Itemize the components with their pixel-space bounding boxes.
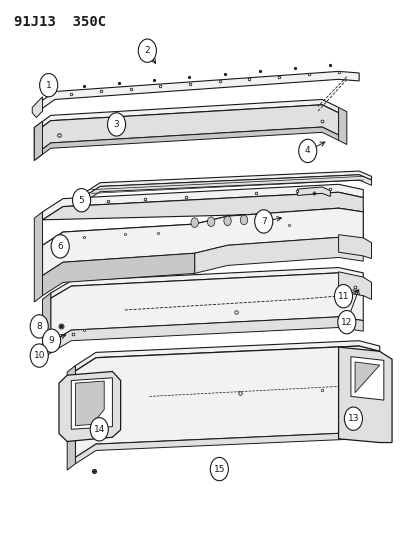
Circle shape — [43, 329, 60, 352]
Polygon shape — [59, 372, 120, 441]
Circle shape — [40, 74, 57, 97]
Circle shape — [72, 189, 90, 212]
Polygon shape — [34, 212, 43, 302]
Polygon shape — [51, 273, 362, 342]
Text: 91J13  350C: 91J13 350C — [14, 14, 106, 29]
Polygon shape — [43, 208, 362, 276]
Circle shape — [223, 216, 231, 225]
Circle shape — [207, 217, 214, 227]
Circle shape — [254, 210, 272, 233]
Circle shape — [334, 285, 352, 308]
Polygon shape — [43, 253, 194, 296]
Polygon shape — [75, 341, 379, 371]
Text: 5: 5 — [78, 196, 84, 205]
Polygon shape — [354, 362, 379, 393]
Circle shape — [107, 113, 125, 136]
Circle shape — [298, 139, 316, 163]
Text: 11: 11 — [337, 292, 349, 301]
Circle shape — [138, 39, 156, 62]
Polygon shape — [43, 184, 362, 220]
Circle shape — [240, 215, 247, 225]
Text: 1: 1 — [46, 80, 52, 90]
Polygon shape — [67, 366, 75, 470]
Polygon shape — [51, 317, 362, 353]
Polygon shape — [32, 97, 43, 117]
Text: 8: 8 — [36, 322, 42, 331]
Circle shape — [30, 315, 48, 338]
Polygon shape — [43, 293, 51, 359]
Polygon shape — [75, 432, 379, 464]
Text: 7: 7 — [260, 217, 266, 226]
Polygon shape — [83, 171, 370, 197]
Polygon shape — [194, 237, 362, 273]
Text: 2: 2 — [144, 46, 150, 55]
Circle shape — [210, 457, 228, 481]
Circle shape — [51, 235, 69, 258]
Polygon shape — [79, 192, 83, 203]
Polygon shape — [338, 108, 346, 144]
Text: 9: 9 — [49, 336, 54, 345]
Circle shape — [90, 418, 108, 441]
Circle shape — [337, 311, 355, 334]
Polygon shape — [75, 346, 379, 457]
Polygon shape — [34, 100, 338, 133]
Circle shape — [344, 407, 361, 430]
Polygon shape — [34, 121, 43, 160]
Polygon shape — [38, 71, 358, 111]
Text: 15: 15 — [213, 465, 225, 473]
Text: 4: 4 — [304, 147, 310, 156]
Polygon shape — [350, 357, 383, 400]
Polygon shape — [83, 175, 370, 203]
Polygon shape — [34, 105, 338, 155]
Polygon shape — [338, 235, 370, 259]
Polygon shape — [43, 192, 362, 276]
Circle shape — [30, 344, 48, 367]
Text: 3: 3 — [114, 120, 119, 129]
Text: 12: 12 — [340, 318, 351, 327]
Polygon shape — [71, 378, 112, 429]
Circle shape — [190, 218, 198, 228]
Polygon shape — [51, 268, 362, 298]
Polygon shape — [338, 272, 370, 300]
Text: 10: 10 — [33, 351, 45, 360]
Text: 14: 14 — [93, 425, 104, 434]
Polygon shape — [297, 187, 330, 197]
Text: 13: 13 — [347, 414, 358, 423]
Polygon shape — [338, 347, 391, 442]
Polygon shape — [34, 127, 338, 160]
Text: 6: 6 — [57, 242, 63, 251]
Polygon shape — [75, 381, 104, 425]
